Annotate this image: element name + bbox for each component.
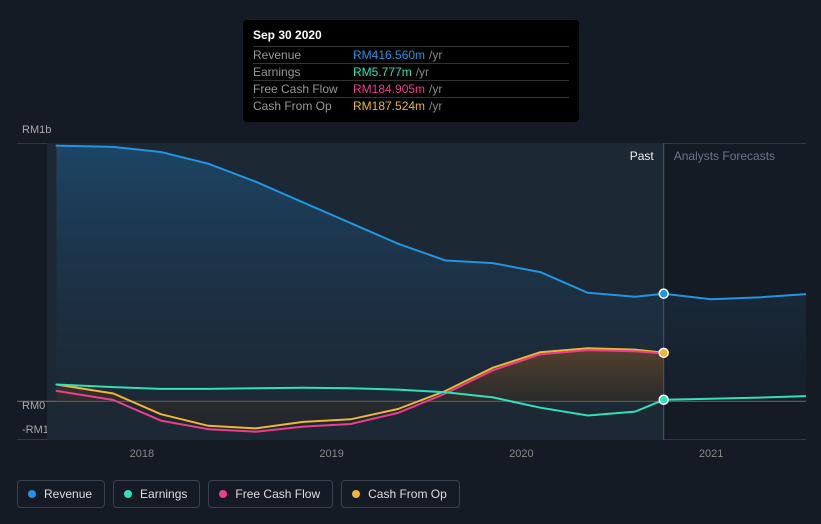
legend-item[interactable]: Cash From Op	[341, 480, 460, 508]
chart-legend: Revenue Earnings Free Cash Flow Cash From O…	[17, 480, 460, 508]
legend-item-label: Revenue	[44, 487, 92, 501]
legend-item[interactable]: Revenue	[17, 480, 105, 508]
tooltip-row-label: Free Cash Flow	[253, 82, 353, 96]
legend-item-label: Free Cash Flow	[235, 487, 320, 501]
tooltip-row-suffix: /yr	[416, 65, 429, 79]
tooltip-row-suffix: /yr	[429, 82, 442, 96]
past-section-label: Past	[630, 149, 654, 163]
legend-item[interactable]: Free Cash Flow	[208, 480, 333, 508]
y-axis-label: RM1b	[22, 124, 51, 136]
legend-item-label: Earnings	[140, 487, 187, 501]
legend-dot-icon	[219, 490, 227, 498]
chart-area: Past Analysts Forecasts	[17, 143, 806, 440]
tooltip-row: RevenueRM416.560m/yr	[253, 46, 569, 63]
tooltip-row-suffix: /yr	[429, 99, 442, 113]
x-axis-labels: 2018 2019 2020 2021	[17, 448, 806, 464]
legend-dot-icon	[28, 490, 36, 498]
x-axis-label: 2020	[509, 448, 533, 460]
tooltip-row: EarningsRM5.777m/yr	[253, 63, 569, 80]
tooltip-row-value: RM187.524m	[353, 99, 425, 113]
tooltip-row-suffix: /yr	[429, 48, 442, 62]
x-axis-label: 2018	[130, 448, 154, 460]
x-axis-label: 2021	[699, 448, 723, 460]
tooltip-row-label: Earnings	[253, 65, 353, 79]
forecast-section-label: Analysts Forecasts	[674, 149, 775, 163]
tooltip-row: Free Cash FlowRM184.905m/yr	[253, 80, 569, 97]
tooltip-row-label: Revenue	[253, 48, 353, 62]
legend-item-label: Cash From Op	[368, 487, 447, 501]
tooltip-row: Cash From OpRM187.524m/yr	[253, 97, 569, 114]
legend-dot-icon	[124, 490, 132, 498]
tooltip-row-value: RM5.777m	[353, 65, 412, 79]
legend-dot-icon	[352, 490, 360, 498]
legend-item[interactable]: Earnings	[113, 480, 200, 508]
tooltip-row-value: RM416.560m	[353, 48, 425, 62]
tooltip-row-label: Cash From Op	[253, 99, 353, 113]
x-axis-label: 2019	[319, 448, 343, 460]
chart-tooltip: Sep 30 2020 RevenueRM416.560m/yrEarnings…	[243, 20, 579, 122]
tooltip-date: Sep 30 2020	[253, 26, 569, 46]
chart-svg	[17, 143, 806, 440]
tooltip-row-value: RM184.905m	[353, 82, 425, 96]
